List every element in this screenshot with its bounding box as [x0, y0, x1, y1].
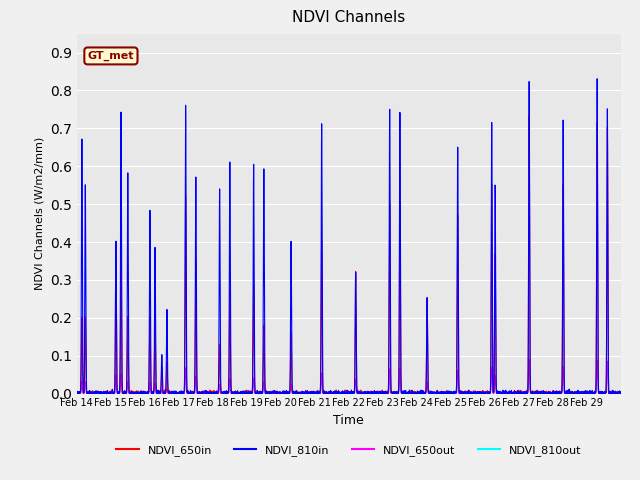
NDVI_810in	[73, 390, 81, 396]
NDVI_650out	[611, 391, 619, 396]
NDVI_650out	[73, 391, 81, 396]
NDVI_810in	[617, 390, 625, 396]
NDVI_650in	[184, 389, 192, 395]
NDVI_650out	[539, 391, 547, 396]
NDVI_650out	[534, 391, 541, 396]
NDVI_810out	[419, 390, 426, 396]
NDVI_810out	[467, 390, 474, 396]
NDVI_650in	[525, 113, 533, 119]
NDVI_650in	[467, 389, 474, 395]
NDVI_650out	[419, 390, 426, 396]
NDVI_810in	[534, 389, 541, 395]
NDVI_810out	[572, 391, 579, 396]
NDVI_650in	[611, 389, 619, 395]
Line: NDVI_810in: NDVI_810in	[77, 79, 621, 394]
X-axis label: Time: Time	[333, 414, 364, 427]
NDVI_650in	[73, 391, 81, 396]
NDVI_810in	[593, 76, 601, 82]
NDVI_810out	[617, 390, 625, 396]
NDVI_810in	[184, 391, 192, 396]
NDVI_810out	[73, 390, 81, 396]
NDVI_810in	[421, 391, 429, 396]
NDVI_810in	[611, 389, 619, 395]
NDVI_810in	[419, 390, 426, 396]
Line: NDVI_650out: NDVI_650out	[77, 360, 621, 394]
Text: GT_met: GT_met	[88, 51, 134, 61]
NDVI_650out	[501, 390, 509, 396]
NDVI_810in	[501, 390, 509, 396]
NDVI_650in	[419, 390, 426, 396]
NDVI_650in	[92, 391, 99, 396]
Y-axis label: NDVI Channels (W/m2/mm): NDVI Channels (W/m2/mm)	[35, 137, 44, 290]
NDVI_810out	[534, 391, 541, 396]
NDVI_650in	[534, 389, 542, 395]
Title: NDVI Channels: NDVI Channels	[292, 11, 405, 25]
NDVI_810out	[611, 391, 619, 396]
NDVI_650out	[184, 390, 192, 396]
NDVI_810in	[467, 390, 474, 396]
NDVI_650out	[525, 357, 533, 362]
NDVI_650out	[617, 391, 625, 396]
Line: NDVI_810out: NDVI_810out	[77, 363, 621, 394]
NDVI_650in	[501, 388, 509, 394]
Legend: NDVI_650in, NDVI_810in, NDVI_650out, NDVI_810out: NDVI_650in, NDVI_810in, NDVI_650out, NDV…	[112, 440, 586, 460]
NDVI_650in	[617, 389, 625, 395]
Line: NDVI_650in: NDVI_650in	[77, 116, 621, 394]
NDVI_810out	[184, 390, 192, 396]
NDVI_650out	[467, 390, 474, 396]
NDVI_810out	[525, 360, 533, 366]
NDVI_810out	[501, 390, 509, 396]
